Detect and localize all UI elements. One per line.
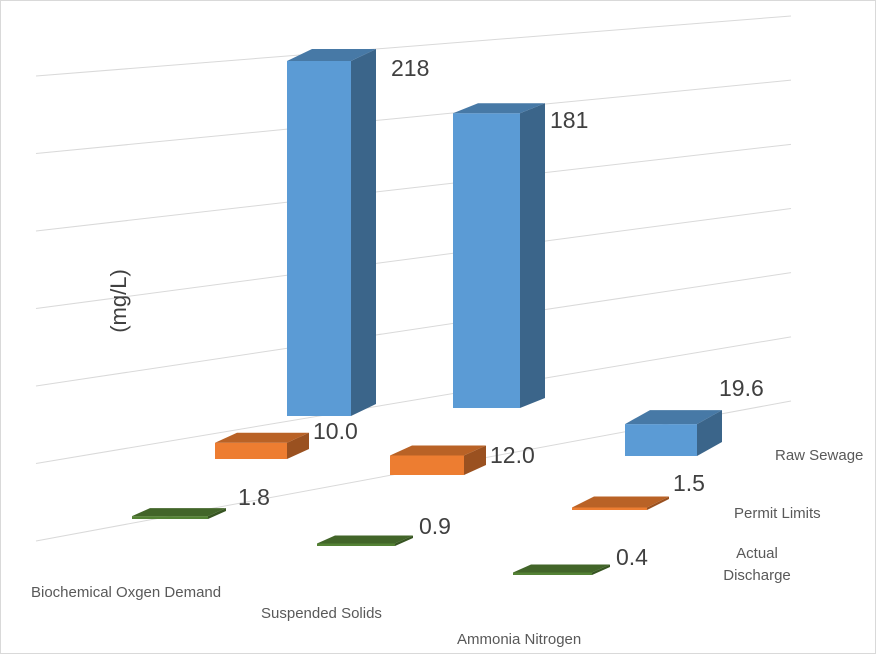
bar-0-1 (453, 103, 545, 409)
bar-side (287, 432, 309, 459)
value-labels: 218 181 19.6 10.0 12.0 1.5 1.8 0.9 0.4 (238, 55, 764, 570)
bar-1-2 (572, 496, 669, 510)
category-label: Ammonia Nitrogen (457, 631, 581, 648)
gridline (35, 143, 792, 232)
bar-top (215, 432, 309, 443)
gridline (35, 336, 792, 464)
bar-side (592, 564, 610, 575)
bar-side (351, 49, 376, 416)
bar-top (453, 103, 545, 114)
bar-front (390, 455, 464, 475)
category-label: Suspended Solids (261, 605, 382, 622)
bar-top (390, 445, 486, 456)
bar-top (132, 508, 226, 517)
series-label: Permit Limits (734, 505, 821, 522)
bars (132, 49, 722, 575)
series-labels: Raw Sewage Permit Limits Actual Discharge (723, 447, 863, 584)
bar-top (317, 535, 413, 544)
bar-side (464, 445, 486, 475)
bar-side (647, 496, 669, 510)
value-label: 1.8 (238, 484, 270, 510)
bar-0-0 (287, 49, 376, 416)
bar-side (208, 508, 226, 519)
bar-2-0 (132, 508, 226, 519)
bar-top (572, 496, 669, 508)
y-axis-label: (mg/L) (106, 269, 131, 333)
series-label: Actual Discharge (723, 545, 791, 584)
bar-2-2 (513, 564, 610, 575)
category-labels: Biochemical Oxgen Demand Suspended Solids… (31, 584, 581, 648)
value-label: 0.4 (616, 544, 648, 570)
bar-side (395, 535, 413, 546)
value-label: 10.0 (313, 418, 358, 444)
bar-1-1 (390, 445, 486, 475)
category-label: Biochemical Oxgen Demand (31, 584, 221, 601)
bar-top (287, 49, 376, 61)
bar-front (625, 424, 697, 456)
bar-top (625, 410, 722, 425)
bar-front (453, 113, 520, 409)
bar-side (520, 103, 545, 409)
gridline (35, 79, 792, 154)
value-label: 1.5 (673, 470, 705, 496)
bar-1-0 (215, 432, 309, 459)
value-label: 218 (391, 55, 429, 81)
bar-side (697, 410, 722, 456)
bar-front (287, 61, 351, 416)
series-label: Raw Sewage (775, 447, 863, 464)
value-label: 0.9 (419, 513, 451, 539)
value-label: 19.6 (719, 375, 764, 401)
bar-front (572, 507, 647, 510)
bar-2-1 (317, 535, 413, 546)
bar-front (132, 516, 208, 519)
gridline (35, 15, 792, 77)
gridline (35, 208, 792, 309)
value-label: 181 (550, 107, 588, 133)
bar-front (513, 572, 592, 575)
bar-top (513, 564, 610, 573)
gridline (35, 272, 792, 387)
value-label: 12.0 (490, 442, 535, 468)
bar-front (317, 543, 395, 546)
bar-0-2 (625, 410, 722, 456)
bar-front (215, 442, 287, 459)
